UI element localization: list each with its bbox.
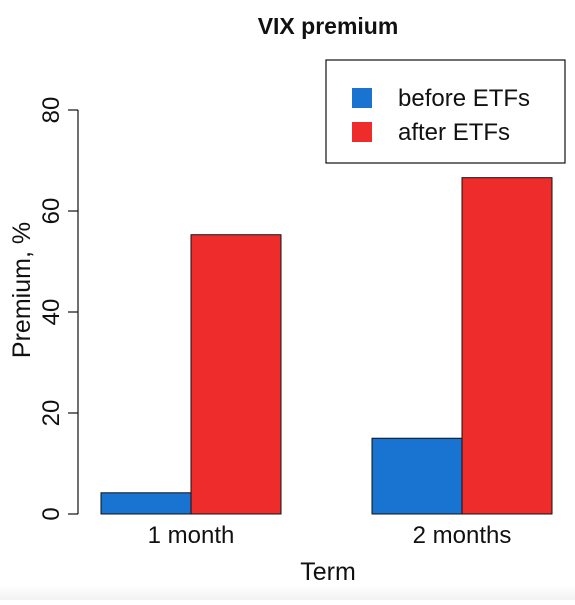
legend-items: before ETFs after ETFs — [352, 85, 530, 146]
x-axis-label: Term — [300, 558, 356, 586]
y-tick-label: 0 — [38, 507, 65, 520]
y-tick-label: 40 — [38, 299, 65, 326]
bar-series-group — [100, 177, 553, 515]
bar-before-1 — [100, 492, 192, 515]
x-axis-ticks: 1 month 2 months — [148, 522, 512, 549]
y-axis-label: Premium, % — [8, 222, 36, 358]
bar-before-2 — [371, 437, 463, 515]
y-tick-label: 80 — [38, 97, 65, 124]
x-tick-label: 1 month — [148, 522, 235, 549]
y-axis-ticks: 0 20 40 60 80 — [38, 97, 78, 521]
legend-swatch — [352, 122, 372, 142]
x-tick-label: 2 months — [413, 522, 512, 549]
bar-after-2 — [461, 177, 553, 515]
legend-swatch — [352, 88, 372, 108]
chart-title: VIX premium — [258, 13, 399, 39]
legend-box — [325, 59, 566, 164]
legend-label: before ETFs — [398, 85, 530, 112]
y-tick-label: 60 — [38, 198, 65, 225]
legend-label: after ETFs — [398, 119, 510, 146]
legend: before ETFs after ETFs — [325, 59, 566, 164]
bar-after-1 — [190, 234, 282, 515]
y-tick-label: 20 — [38, 400, 65, 427]
